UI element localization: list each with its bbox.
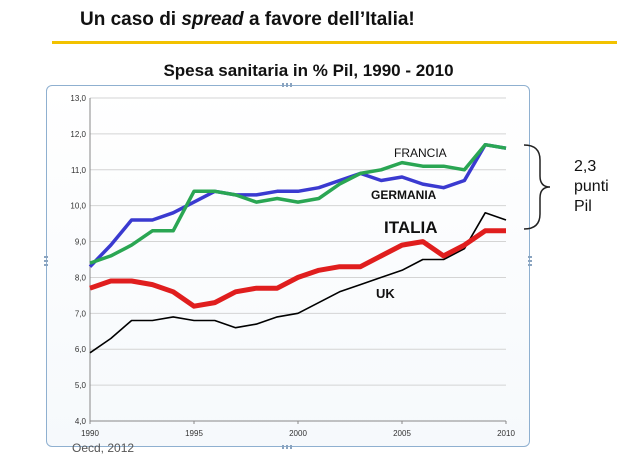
brace-icon xyxy=(523,144,551,230)
series-label-italia: ITALIA xyxy=(384,218,438,237)
series-label-francia: FRANCIA xyxy=(394,146,447,160)
x-tick-label: 1990 xyxy=(81,429,99,438)
series-label-germania: GERMANIA xyxy=(371,188,437,202)
resize-handle-left[interactable] xyxy=(44,256,48,268)
series-label-layer: FRANCIA GERMANIA ITALIA UK xyxy=(371,146,447,301)
slide-title: Un caso di spread a favore dell’Italia! xyxy=(80,9,415,31)
y-tick-label: 10,0 xyxy=(70,202,86,211)
x-tick-label: 2010 xyxy=(497,429,515,438)
y-tick-label: 9,0 xyxy=(75,238,87,247)
axis-layer: 4,0 5,0 6,0 7,0 8,0 9,0 10,0 11,0 12,0 13,0 1990 19… xyxy=(70,94,515,438)
y-tick-label: 12,0 xyxy=(70,130,86,139)
y-tick-label: 11,0 xyxy=(71,166,87,175)
x-tick-label: 2000 xyxy=(289,429,307,438)
series-layer xyxy=(88,142,507,354)
slide-title-end: a favore dell’Italia! xyxy=(243,9,415,30)
y-tick-label: 4,0 xyxy=(75,417,87,426)
y-tick-label: 5,0 xyxy=(75,381,87,390)
series-line-italia xyxy=(89,228,506,309)
x-tick-label: 2005 xyxy=(393,429,411,438)
chart-title: Spesa sanitaria in % Pil, 1990 - 2010 xyxy=(163,61,454,80)
slide-title-start: Un caso di xyxy=(80,9,182,30)
y-tick-label: 6,0 xyxy=(75,345,87,354)
title-underline xyxy=(52,41,617,44)
series-label-uk: UK xyxy=(376,286,395,301)
resize-handle-right[interactable] xyxy=(528,256,532,268)
slide-title-emphasis: spread xyxy=(181,9,244,30)
series-line-germania xyxy=(88,142,507,268)
y-tick-label: 8,0 xyxy=(75,273,87,282)
chart-frame xyxy=(44,83,532,449)
spread-annotation-value: 2,3 xyxy=(574,158,597,175)
spread-annotation: 2,3 punti Pil xyxy=(574,157,609,217)
series-line-uk xyxy=(89,212,507,354)
x-tick-label: 1995 xyxy=(185,429,203,438)
spread-annotation-suffix: Pil xyxy=(574,198,592,215)
series-line-francia xyxy=(89,142,507,265)
y-tick-label: 7,0 xyxy=(75,309,87,318)
resize-handle-top[interactable] xyxy=(282,83,294,87)
resize-handle-bottom[interactable] xyxy=(282,445,294,449)
source-note: Oecd, 2012 xyxy=(72,441,135,455)
spread-annotation-unit: punti xyxy=(574,178,609,195)
y-tick-label: 13,0 xyxy=(70,94,86,103)
